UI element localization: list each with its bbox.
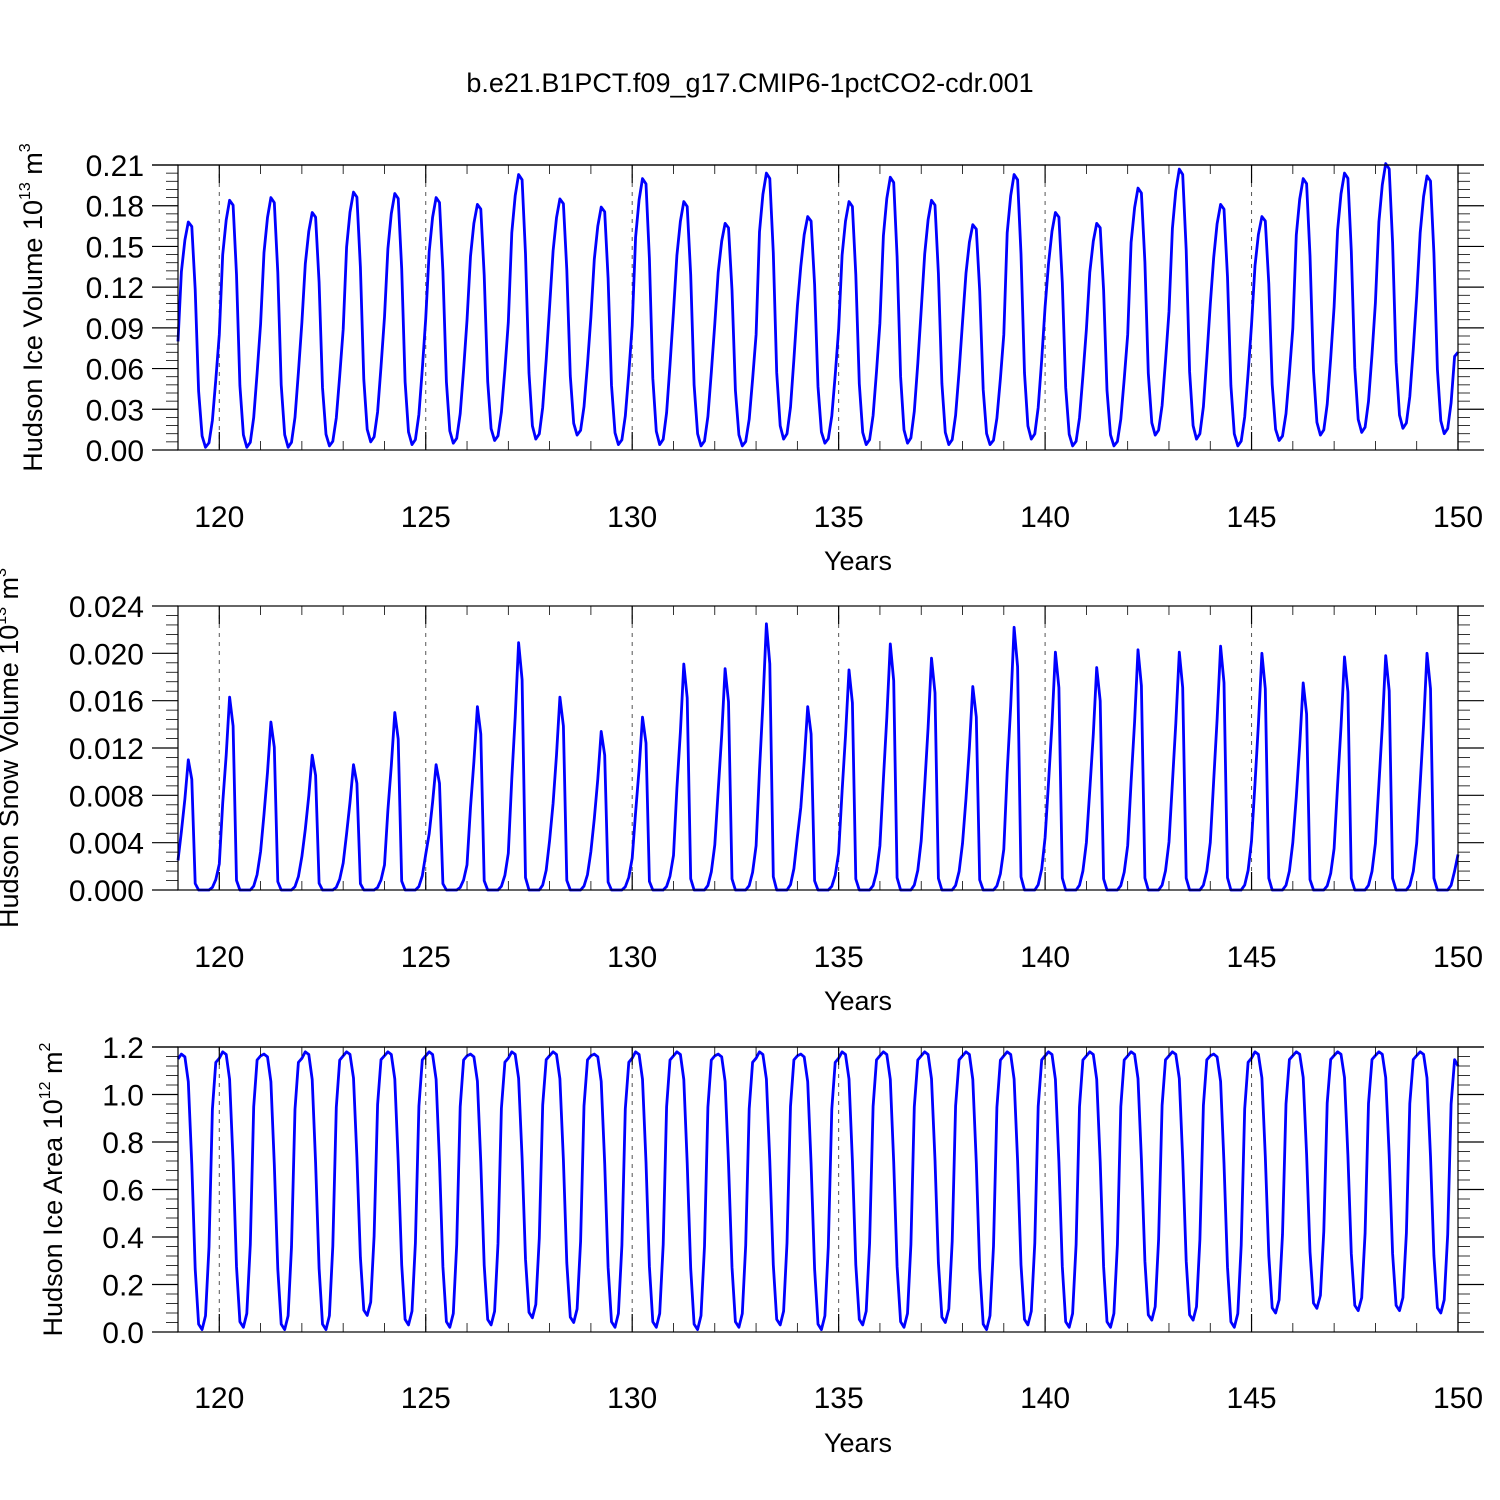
y-tick-label: 0.09 (86, 313, 144, 346)
x-tick-label: 140 (1020, 501, 1070, 534)
y-axis-label-unit-exponent: 3 (0, 568, 10, 577)
y-tick-label: 0.2 (102, 1270, 144, 1303)
y-axis-label-text: Hudson Ice Volume 10 (18, 200, 48, 472)
y-tick-label: 0.000 (69, 875, 144, 908)
y-tick-label: 0.016 (69, 686, 144, 719)
y-axis-label-exponent: 12 (37, 1081, 54, 1099)
y-tick-label: 0.12 (86, 272, 144, 305)
y-tick-label: 0.00 (86, 435, 144, 468)
x-tick-label: 140 (1020, 941, 1070, 974)
y-tick-label: 1.0 (102, 1080, 144, 1113)
series-line-ice-area (176, 1050, 1460, 1331)
x-tick-label: 135 (814, 501, 864, 534)
y-tick-label: 0.8 (102, 1127, 144, 1160)
x-tick-label: 120 (194, 941, 244, 974)
x-tick-label: 130 (607, 1382, 657, 1415)
y-tick-label: 0.0 (102, 1317, 144, 1350)
y-tick-label: 0.18 (86, 191, 144, 224)
y-axis-label-text: Hudson Snow Volume 10 (0, 625, 24, 928)
x-tick-label: 145 (1227, 501, 1277, 534)
x-tick-label: 130 (607, 501, 657, 534)
x-axis-label: Years (824, 1428, 892, 1458)
y-axis-label: Hudson Snow Volume 1013 m3 (0, 568, 24, 928)
y-axis-label-exponent: 13 (17, 182, 34, 200)
x-tick-label: 150 (1433, 1382, 1483, 1415)
x-axis-label: Years (824, 986, 892, 1016)
y-axis-label-unit-exponent: 3 (17, 143, 34, 152)
y-axis-label-exponent: 13 (0, 607, 10, 625)
y-tick-label: 0.03 (86, 394, 144, 427)
y-tick-label: 0.008 (69, 780, 144, 813)
panel-ice-volume: 0.00 0.03 0.06 0.09 0.12 0.15 0.18 0.21 120 125 13… (17, 143, 1484, 576)
y-axis-label: Hudson Ice Volume 1013 m3 (17, 143, 48, 471)
y-tick-label: 0.024 (69, 591, 144, 624)
x-tick-label: 135 (814, 1382, 864, 1415)
x-tick-label: 125 (401, 501, 451, 534)
y-axis-label-unit: m (38, 1051, 68, 1081)
x-tick-label: 130 (607, 941, 657, 974)
y-axis-label-unit-exponent: 2 (37, 1042, 54, 1051)
y-tick-label: 0.012 (69, 733, 144, 766)
x-tick-label: 135 (814, 941, 864, 974)
y-tick-label: 0.020 (69, 638, 144, 671)
x-tick-label: 145 (1227, 1382, 1277, 1415)
y-tick-label: 0.004 (69, 828, 144, 861)
x-tick-label: 120 (194, 501, 244, 534)
y-axis-label: Hudson Ice Area 1012 m2 (37, 1042, 68, 1336)
x-tick-label: 120 (194, 1382, 244, 1415)
y-tick-label: 0.15 (86, 231, 144, 264)
plot-frame (177, 164, 1459, 451)
x-tick-label: 125 (401, 941, 451, 974)
y-tick-label: 0.06 (86, 354, 144, 387)
x-tick-label: 145 (1227, 941, 1277, 974)
x-tick-label: 140 (1020, 1382, 1070, 1415)
y-axis-label-unit: m (18, 152, 48, 182)
x-tick-label: 125 (401, 1382, 451, 1415)
y-axis-label-unit: m (0, 577, 24, 607)
y-tick-label: 0.6 (102, 1175, 144, 1208)
y-tick-label: 0.21 (86, 150, 144, 183)
panel-snow-volume: 0.000 0.004 0.008 0.012 0.016 0.020 0.024 120 12… (0, 568, 1484, 1016)
figure-title: b.e21.B1PCT.f09_g17.CMIP6-1pctCO2-cdr.00… (466, 68, 1033, 98)
series-line-snow-volume (176, 622, 1460, 892)
y-tick-label: 1.2 (102, 1032, 144, 1065)
series-line-ice-volume (176, 162, 1460, 449)
x-tick-label: 150 (1433, 941, 1483, 974)
x-tick-label: 150 (1433, 501, 1483, 534)
panel-ice-area: 0.0 0.2 0.4 0.6 0.8 1.0 1.2 120 125 130 135 140 145 1… (37, 1032, 1484, 1458)
y-tick-label: 0.4 (102, 1222, 144, 1255)
y-axis-label-text: Hudson Ice Area 10 (38, 1099, 68, 1336)
x-axis-label: Years (824, 546, 892, 576)
